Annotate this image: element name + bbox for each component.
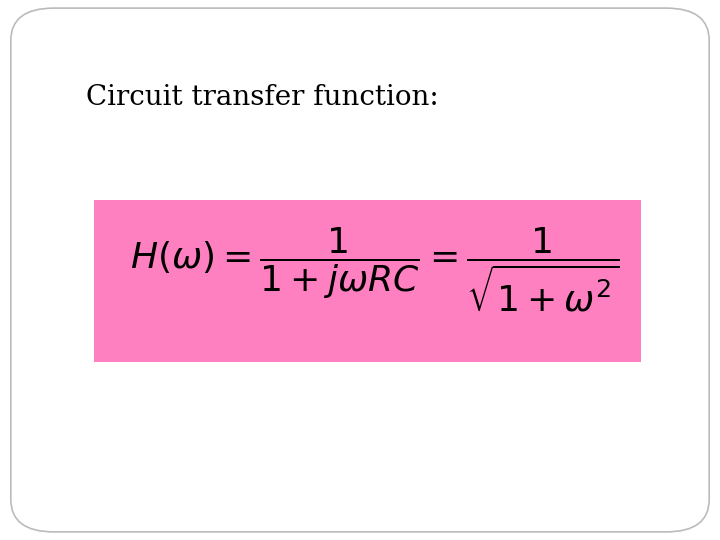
Text: $H(\omega) = \dfrac{1}{1 + j\omega RC} = \dfrac{1}{\sqrt{1 + \omega^2}}$: $H(\omega) = \dfrac{1}{1 + j\omega RC} =…: [130, 226, 619, 314]
Text: Circuit transfer function:: Circuit transfer function:: [86, 84, 439, 111]
FancyBboxPatch shape: [94, 200, 641, 362]
FancyBboxPatch shape: [11, 8, 709, 532]
